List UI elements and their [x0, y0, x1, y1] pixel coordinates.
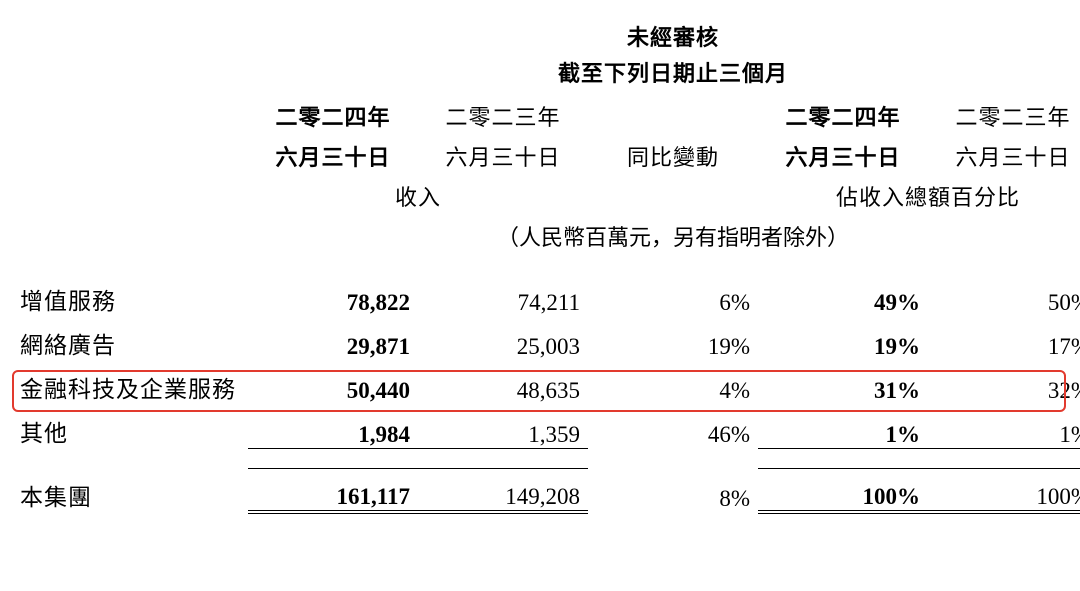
- cell-ads-pct23: 17%: [928, 316, 1080, 360]
- cell-other-rev24: 1,984: [248, 404, 418, 448]
- subhead-pct: 佔收入總額百分比: [758, 172, 1080, 212]
- cell-fbs-rev24: 50,440: [248, 360, 418, 404]
- cell-ads-rev24: 29,871: [248, 316, 418, 360]
- financial-table: 未經審核 截至下列日期止三個月 二零二四年 二零二三年 二零二四年 二零二三年 …: [18, 18, 1080, 514]
- cell-total-pct23: 100%: [928, 468, 1080, 512]
- header-unaudited: 未經審核: [248, 18, 1080, 52]
- subhead-revenue: 收入: [248, 172, 588, 212]
- unit-note: （人民幣百萬元，另有指明者除外）: [248, 212, 1080, 252]
- cell-ads-rev23: 25,003: [418, 316, 588, 360]
- col-date-2024-rev: 六月三十日: [248, 132, 418, 172]
- financial-table-page: 未經審核 截至下列日期止三個月 二零二四年 二零二三年 二零二四年 二零二三年 …: [0, 0, 1080, 591]
- col-year-2024-rev: 二零二四年: [248, 92, 418, 132]
- cell-total-yoy: 8%: [588, 468, 758, 512]
- col-year-2024-pct: 二零二四年: [758, 92, 928, 132]
- cell-total-rev23: 149,208: [418, 468, 588, 512]
- cell-other-yoy: 46%: [588, 404, 758, 448]
- cell-other-pct24: 1%: [758, 404, 928, 448]
- cell-fbs-pct23: 32%: [928, 360, 1080, 404]
- col-year-2023-pct: 二零二三年: [928, 92, 1080, 132]
- table-row: 網絡廣告 29,871 25,003 19% 19% 17%: [18, 316, 1080, 360]
- cell-ads-pct24: 19%: [758, 316, 928, 360]
- col-yoy: 同比變動: [588, 132, 758, 172]
- col-date-2023-rev: 六月三十日: [418, 132, 588, 172]
- cell-vas-yoy: 6%: [588, 272, 758, 316]
- row-label-other: 其他: [18, 404, 248, 448]
- cell-vas-pct24: 49%: [758, 272, 928, 316]
- cell-vas-rev24: 78,822: [248, 272, 418, 316]
- cell-fbs-yoy: 4%: [588, 360, 758, 404]
- cell-vas-pct23: 50%: [928, 272, 1080, 316]
- col-year-2023-rev: 二零二三年: [418, 92, 588, 132]
- table-row: 金融科技及企業服務 50,440 48,635 4% 31% 32%: [18, 360, 1080, 404]
- cell-fbs-pct24: 31%: [758, 360, 928, 404]
- col-date-2024-pct: 六月三十日: [758, 132, 928, 172]
- cell-total-pct24: 100%: [758, 468, 928, 512]
- cell-total-rev24: 161,117: [248, 468, 418, 512]
- cell-vas-rev23: 74,211: [418, 272, 588, 316]
- row-label-ads: 網絡廣告: [18, 316, 248, 360]
- table-row-total: 本集團 161,117 149,208 8% 100% 100%: [18, 468, 1080, 512]
- cell-fbs-rev23: 48,635: [418, 360, 588, 404]
- header-period: 截至下列日期止三個月: [248, 52, 1080, 92]
- table-row: 其他 1,984 1,359 46% 1% 1%: [18, 404, 1080, 448]
- cell-ads-yoy: 19%: [588, 316, 758, 360]
- row-label-total: 本集團: [18, 468, 248, 512]
- cell-other-rev23: 1,359: [418, 404, 588, 448]
- cell-other-pct23: 1%: [928, 404, 1080, 448]
- row-label-fbs: 金融科技及企業服務: [18, 360, 248, 404]
- col-date-2023-pct: 六月三十日: [928, 132, 1080, 172]
- table-row: 增值服務 78,822 74,211 6% 49% 50%: [18, 272, 1080, 316]
- row-label-vas: 增值服務: [18, 272, 248, 316]
